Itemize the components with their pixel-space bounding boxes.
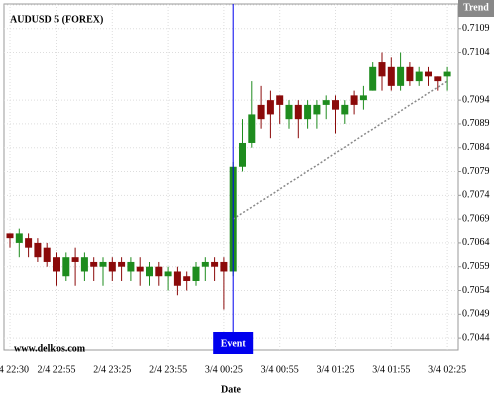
watermark: www.delkos.com [14, 343, 86, 354]
candle-body [266, 100, 274, 115]
y-tick-label: 0.7089 [462, 118, 490, 129]
x-tick-label: 2/4 22:30 [0, 364, 29, 375]
candle-body [341, 104, 349, 115]
event-label-box [213, 332, 254, 354]
x-axis-label: Date [221, 384, 242, 395]
candle-body [220, 261, 228, 272]
x-tick-label: 3/4 02:25 [428, 364, 466, 375]
trend-line [232, 80, 448, 220]
candle-body [322, 100, 330, 105]
y-tick-label: 0.7084 [462, 142, 490, 153]
candle-body [34, 242, 42, 258]
candle-body [332, 100, 339, 110]
x-tick-label: 2/4 23:25 [93, 364, 131, 375]
y-tick-label: 0.7069 [462, 213, 490, 224]
candle-body [285, 104, 293, 120]
candle-body [313, 104, 321, 115]
candle-body [90, 261, 98, 267]
candle-body [425, 71, 432, 77]
candle-body [6, 233, 14, 239]
x-tick-label: 3/4 00:25 [205, 364, 243, 375]
x-tick-label: 3/4 01:25 [316, 364, 354, 375]
y-tick-label: 0.7074 [462, 190, 490, 201]
candle-body [136, 266, 144, 272]
candle-body [108, 261, 116, 272]
candle-body [239, 142, 246, 167]
candle-body [25, 238, 33, 248]
candle-body [62, 257, 70, 277]
candle-body [434, 76, 442, 82]
candle-body [443, 71, 451, 77]
candle-body [173, 271, 181, 286]
y-tick-label: 0.7064 [462, 237, 490, 248]
event-label: Event [221, 338, 247, 349]
candle-body [99, 261, 107, 267]
candle-body [155, 266, 163, 277]
trend-label: Trend [463, 2, 489, 13]
x-tick-label: 3/4 00:55 [261, 364, 299, 375]
candle-body [248, 114, 256, 143]
candle-body [406, 66, 414, 82]
y-tick-label: 0.7054 [462, 285, 490, 296]
candle-body [80, 257, 88, 272]
candle-body [118, 261, 126, 267]
candle-body [304, 104, 312, 120]
candle-body [127, 261, 135, 272]
candle-body [369, 66, 377, 91]
candle-body [211, 261, 219, 267]
candle-body [15, 233, 23, 243]
candle-body [146, 266, 153, 277]
candle-body [359, 95, 367, 101]
candle-body [387, 66, 395, 86]
candle-body [415, 71, 423, 82]
candle-body [164, 271, 172, 277]
y-tick-label: 0.7059 [462, 261, 490, 272]
x-tick-label: 2/4 22:55 [37, 364, 75, 375]
x-tick-label: 3/4 01:55 [372, 364, 410, 375]
candle-body [350, 95, 358, 105]
x-tick-label: 2/4 23:55 [149, 364, 187, 375]
y-tick-label: 0.7094 [462, 94, 490, 105]
trend-label-box [458, 0, 494, 17]
candle-body [276, 95, 284, 105]
y-tick-label: 0.7049 [462, 309, 490, 320]
candle-body [294, 104, 302, 120]
y-tick-label: 0.7044 [462, 332, 490, 343]
candle-body [397, 66, 405, 86]
candle-body [71, 257, 79, 262]
candle-body [378, 62, 386, 77]
candle-body [43, 247, 51, 262]
candle-body [192, 266, 200, 281]
candle-body [183, 276, 191, 281]
y-tick-label: 0.7109 [462, 23, 490, 34]
candle-body [257, 104, 265, 120]
candle-body [53, 257, 60, 272]
y-tick-label: 0.7104 [462, 47, 490, 58]
y-tick-label: 0.7079 [462, 166, 490, 177]
candle-body [201, 261, 209, 267]
